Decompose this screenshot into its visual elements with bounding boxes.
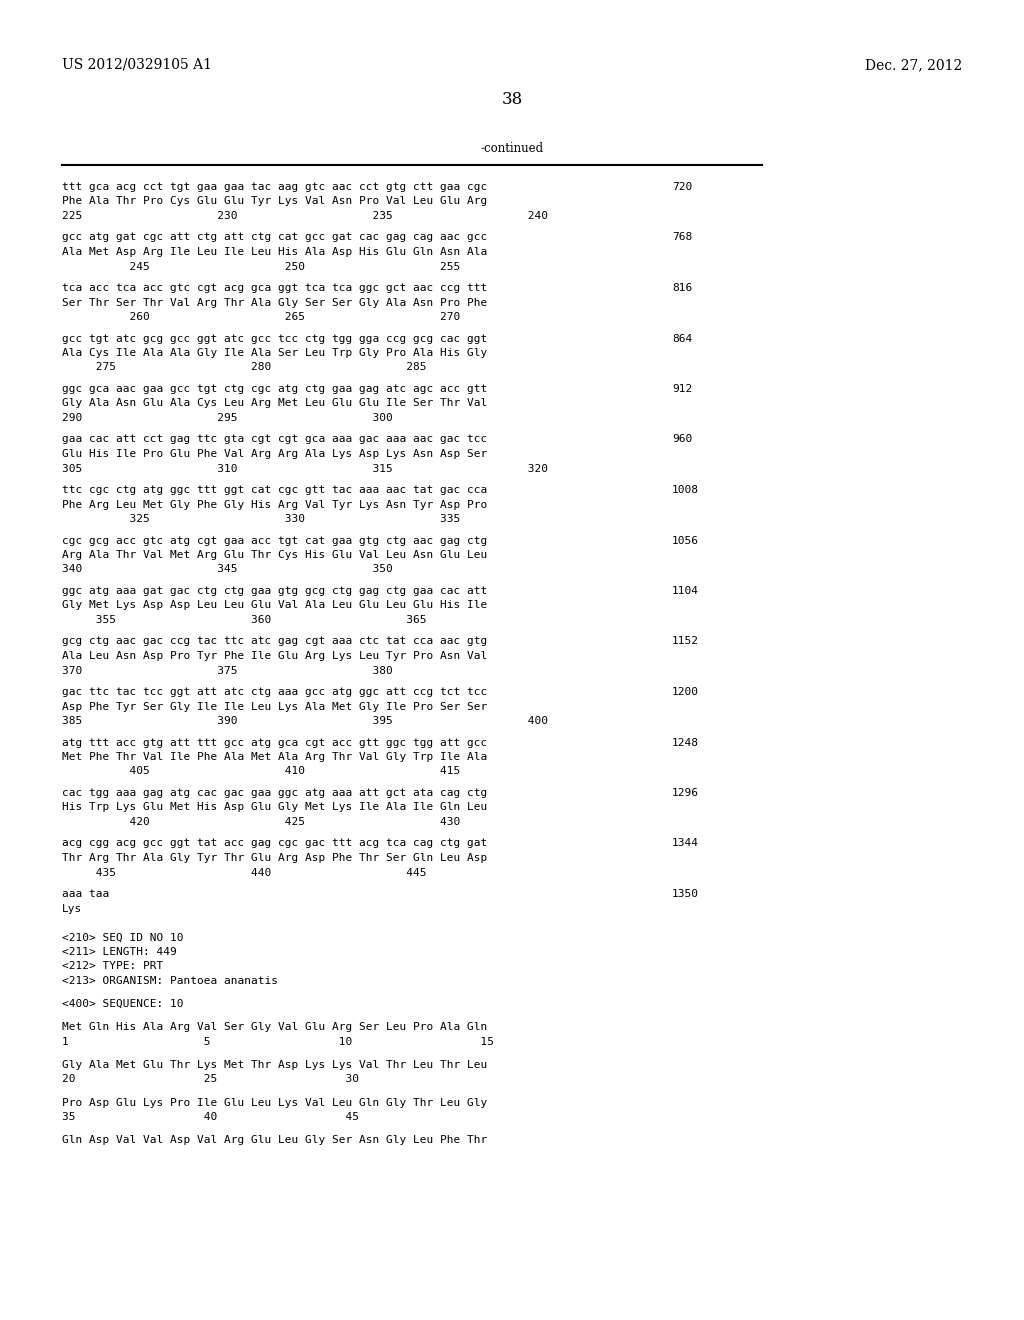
Text: Dec. 27, 2012: Dec. 27, 2012 — [864, 58, 962, 73]
Text: cac tgg aaa gag atg cac gac gaa ggc atg aaa att gct ata cag ctg: cac tgg aaa gag atg cac gac gaa ggc atg … — [62, 788, 487, 799]
Text: 370                    375                    380: 370 375 380 — [62, 665, 393, 676]
Text: ttt gca acg cct tgt gaa gaa tac aag gtc aac cct gtg ctt gaa cgc: ttt gca acg cct tgt gaa gaa tac aag gtc … — [62, 182, 487, 191]
Text: 1056: 1056 — [672, 536, 699, 545]
Text: <400> SEQUENCE: 10: <400> SEQUENCE: 10 — [62, 999, 183, 1008]
Text: -continued: -continued — [480, 141, 544, 154]
Text: 260                    265                    270: 260 265 270 — [62, 312, 460, 322]
Text: 225                    230                    235                    240: 225 230 235 240 — [62, 211, 548, 220]
Text: 305                    310                    315                    320: 305 310 315 320 — [62, 463, 548, 474]
Text: 1104: 1104 — [672, 586, 699, 597]
Text: Ala Cys Ile Ala Ala Gly Ile Ala Ser Leu Trp Gly Pro Ala His Gly: Ala Cys Ile Ala Ala Gly Ile Ala Ser Leu … — [62, 348, 487, 358]
Text: Arg Ala Thr Val Met Arg Glu Thr Cys His Glu Val Leu Asn Glu Leu: Arg Ala Thr Val Met Arg Glu Thr Cys His … — [62, 550, 487, 560]
Text: Phe Arg Leu Met Gly Phe Gly His Arg Val Tyr Lys Asn Tyr Asp Pro: Phe Arg Leu Met Gly Phe Gly His Arg Val … — [62, 499, 487, 510]
Text: Gly Ala Met Glu Thr Lys Met Thr Asp Lys Lys Val Thr Leu Thr Leu: Gly Ala Met Glu Thr Lys Met Thr Asp Lys … — [62, 1060, 487, 1069]
Text: cgc gcg acc gtc atg cgt gaa acc tgt cat gaa gtg ctg aac gag ctg: cgc gcg acc gtc atg cgt gaa acc tgt cat … — [62, 536, 487, 545]
Text: 405                    410                    415: 405 410 415 — [62, 767, 460, 776]
Text: gcc tgt atc gcg gcc ggt atc gcc tcc ctg tgg gga ccg gcg cac ggt: gcc tgt atc gcg gcc ggt atc gcc tcc ctg … — [62, 334, 487, 343]
Text: 275                    280                    285: 275 280 285 — [62, 363, 427, 372]
Text: 864: 864 — [672, 334, 692, 343]
Text: gaa cac att cct gag ttc gta cgt cgt gca aaa gac aaa aac gac tcc: gaa cac att cct gag ttc gta cgt cgt gca … — [62, 434, 487, 445]
Text: atg ttt acc gtg att ttt gcc atg gca cgt acc gtt ggc tgg att gcc: atg ttt acc gtg att ttt gcc atg gca cgt … — [62, 738, 487, 747]
Text: gcg ctg aac gac ccg tac ttc atc gag cgt aaa ctc tat cca aac gtg: gcg ctg aac gac ccg tac ttc atc gag cgt … — [62, 636, 487, 647]
Text: Gly Met Lys Asp Asp Leu Leu Glu Val Ala Leu Glu Leu Glu His Ile: Gly Met Lys Asp Asp Leu Leu Glu Val Ala … — [62, 601, 487, 610]
Text: Ser Thr Ser Thr Val Arg Thr Ala Gly Ser Ser Gly Ala Asn Pro Phe: Ser Thr Ser Thr Val Arg Thr Ala Gly Ser … — [62, 297, 487, 308]
Text: 768: 768 — [672, 232, 692, 243]
Text: <211> LENGTH: 449: <211> LENGTH: 449 — [62, 946, 177, 957]
Text: 960: 960 — [672, 434, 692, 445]
Text: Lys: Lys — [62, 903, 82, 913]
Text: 1296: 1296 — [672, 788, 699, 799]
Text: Met Phe Thr Val Ile Phe Ala Met Ala Arg Thr Val Gly Trp Ile Ala: Met Phe Thr Val Ile Phe Ala Met Ala Arg … — [62, 752, 487, 762]
Text: Phe Ala Thr Pro Cys Glu Glu Tyr Lys Val Asn Pro Val Leu Glu Arg: Phe Ala Thr Pro Cys Glu Glu Tyr Lys Val … — [62, 197, 487, 206]
Text: 720: 720 — [672, 182, 692, 191]
Text: 340                    345                    350: 340 345 350 — [62, 565, 393, 574]
Text: Ala Met Asp Arg Ile Leu Ile Leu His Ala Asp His Glu Gln Asn Ala: Ala Met Asp Arg Ile Leu Ile Leu His Ala … — [62, 247, 487, 257]
Text: 355                    360                    365: 355 360 365 — [62, 615, 427, 624]
Text: ggc gca aac gaa gcc tgt ctg cgc atg ctg gaa gag atc agc acc gtt: ggc gca aac gaa gcc tgt ctg cgc atg ctg … — [62, 384, 487, 393]
Text: ttc cgc ctg atg ggc ttt ggt cat cgc gtt tac aaa aac tat gac cca: ttc cgc ctg atg ggc ttt ggt cat cgc gtt … — [62, 484, 487, 495]
Text: 38: 38 — [502, 91, 522, 108]
Text: <212> TYPE: PRT: <212> TYPE: PRT — [62, 961, 163, 972]
Text: gcc atg gat cgc att ctg att ctg cat gcc gat cac gag cag aac gcc: gcc atg gat cgc att ctg att ctg cat gcc … — [62, 232, 487, 243]
Text: 35                   40                   45: 35 40 45 — [62, 1111, 359, 1122]
Text: Thr Arg Thr Ala Gly Tyr Thr Glu Arg Asp Phe Thr Ser Gln Leu Asp: Thr Arg Thr Ala Gly Tyr Thr Glu Arg Asp … — [62, 853, 487, 863]
Text: Met Gln His Ala Arg Val Ser Gly Val Glu Arg Ser Leu Pro Ala Gln: Met Gln His Ala Arg Val Ser Gly Val Glu … — [62, 1022, 487, 1032]
Text: 816: 816 — [672, 282, 692, 293]
Text: <213> ORGANISM: Pantoea ananatis: <213> ORGANISM: Pantoea ananatis — [62, 975, 278, 986]
Text: 420                    425                    430: 420 425 430 — [62, 817, 460, 828]
Text: Ala Leu Asn Asp Pro Tyr Phe Ile Glu Arg Lys Leu Tyr Pro Asn Val: Ala Leu Asn Asp Pro Tyr Phe Ile Glu Arg … — [62, 651, 487, 661]
Text: Asp Phe Tyr Ser Gly Ile Ile Leu Lys Ala Met Gly Ile Pro Ser Ser: Asp Phe Tyr Ser Gly Ile Ile Leu Lys Ala … — [62, 701, 487, 711]
Text: US 2012/0329105 A1: US 2012/0329105 A1 — [62, 58, 212, 73]
Text: aaa taa: aaa taa — [62, 888, 110, 899]
Text: ggc atg aaa gat gac ctg ctg gaa gtg gcg ctg gag ctg gaa cac att: ggc atg aaa gat gac ctg ctg gaa gtg gcg … — [62, 586, 487, 597]
Text: 1350: 1350 — [672, 888, 699, 899]
Text: 912: 912 — [672, 384, 692, 393]
Text: His Trp Lys Glu Met His Asp Glu Gly Met Lys Ile Ala Ile Gln Leu: His Trp Lys Glu Met His Asp Glu Gly Met … — [62, 803, 487, 813]
Text: 20                   25                   30: 20 25 30 — [62, 1074, 359, 1084]
Text: Gly Ala Asn Glu Ala Cys Leu Arg Met Leu Glu Glu Ile Ser Thr Val: Gly Ala Asn Glu Ala Cys Leu Arg Met Leu … — [62, 399, 487, 408]
Text: 435                    440                    445: 435 440 445 — [62, 867, 427, 878]
Text: Glu His Ile Pro Glu Phe Val Arg Arg Ala Lys Asp Lys Asn Asp Ser: Glu His Ile Pro Glu Phe Val Arg Arg Ala … — [62, 449, 487, 459]
Text: tca acc tca acc gtc cgt acg gca ggt tca tca ggc gct aac ccg ttt: tca acc tca acc gtc cgt acg gca ggt tca … — [62, 282, 487, 293]
Text: 385                    390                    395                    400: 385 390 395 400 — [62, 715, 548, 726]
Text: 290                    295                    300: 290 295 300 — [62, 413, 393, 422]
Text: acg cgg acg gcc ggt tat acc gag cgc gac ttt acg tca cag ctg gat: acg cgg acg gcc ggt tat acc gag cgc gac … — [62, 838, 487, 849]
Text: Pro Asp Glu Lys Pro Ile Glu Leu Lys Val Leu Gln Gly Thr Leu Gly: Pro Asp Glu Lys Pro Ile Glu Leu Lys Val … — [62, 1097, 487, 1107]
Text: Gln Asp Val Val Asp Val Arg Glu Leu Gly Ser Asn Gly Leu Phe Thr: Gln Asp Val Val Asp Val Arg Glu Leu Gly … — [62, 1135, 487, 1146]
Text: 1008: 1008 — [672, 484, 699, 495]
Text: 1200: 1200 — [672, 686, 699, 697]
Text: 325                    330                    335: 325 330 335 — [62, 513, 460, 524]
Text: <210> SEQ ID NO 10: <210> SEQ ID NO 10 — [62, 932, 183, 942]
Text: 1344: 1344 — [672, 838, 699, 849]
Text: 1248: 1248 — [672, 738, 699, 747]
Text: 1                    5                   10                   15: 1 5 10 15 — [62, 1036, 494, 1047]
Text: 1152: 1152 — [672, 636, 699, 647]
Text: 245                    250                    255: 245 250 255 — [62, 261, 460, 272]
Text: gac ttc tac tcc ggt att atc ctg aaa gcc atg ggc att ccg tct tcc: gac ttc tac tcc ggt att atc ctg aaa gcc … — [62, 686, 487, 697]
